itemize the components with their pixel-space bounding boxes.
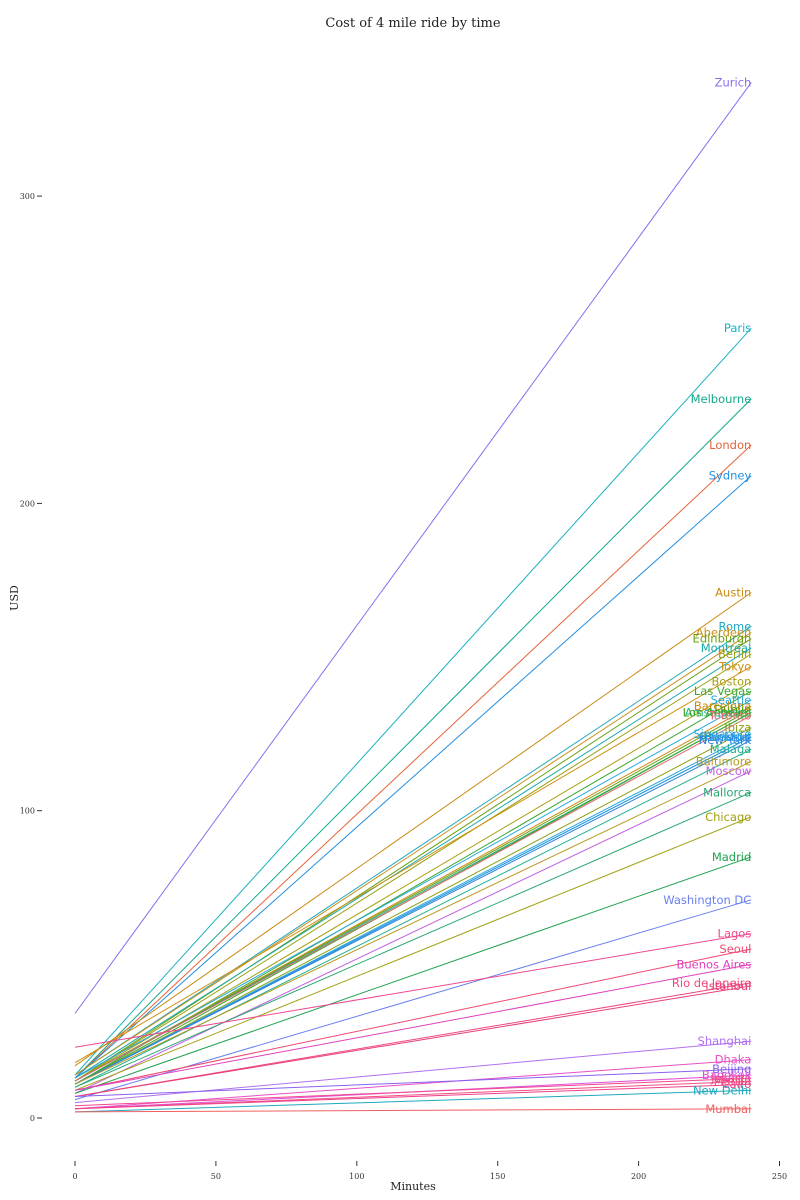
series-line-lagos bbox=[74, 933, 752, 1048]
series-label-shanghai: Shanghai bbox=[698, 1034, 752, 1048]
series-line-new-delhi bbox=[74, 1089, 752, 1113]
series-label-austin: Austin bbox=[715, 586, 751, 600]
series-label-new-delhi: New Delhi bbox=[693, 1083, 751, 1097]
series-line-melbourne bbox=[74, 398, 752, 1079]
series-line-rome bbox=[74, 625, 752, 1076]
series-label-zurich: Zurich bbox=[715, 75, 752, 89]
series-line-buenos-aires bbox=[74, 963, 752, 1091]
x-tick-label: 200 bbox=[631, 1172, 646, 1181]
series-label-seoul: Seoul bbox=[719, 942, 751, 956]
y-tick-label: 200 bbox=[20, 499, 35, 508]
series-label-edinburgh: Edinburgh bbox=[693, 632, 752, 646]
series-label-seattle: Seattle bbox=[711, 693, 752, 707]
x-tick-label: 250 bbox=[772, 1172, 787, 1181]
series-line-istanbul bbox=[74, 985, 752, 1097]
series-line-london bbox=[74, 444, 752, 1079]
x-tick-label: 150 bbox=[490, 1172, 505, 1181]
series-label-cairo: Cairo bbox=[722, 1077, 752, 1091]
series-label-madrid: Madrid bbox=[712, 850, 752, 864]
series-line-aberdeen bbox=[74, 632, 752, 1076]
series-label-aberdeen: Aberdeen bbox=[696, 625, 752, 639]
series-label-amsterdam: Amsterdam bbox=[685, 705, 752, 719]
series-label-jakarta: Jakarta bbox=[710, 1071, 751, 1085]
series-label-malaga: Malaga bbox=[710, 742, 752, 756]
y-tick-label: 300 bbox=[20, 192, 35, 201]
series-label-tokyo: Tokyo bbox=[718, 659, 751, 673]
series-label-singapore: Singapore bbox=[693, 727, 751, 741]
series-line-montreal bbox=[74, 647, 752, 1079]
series-label-rio-de-janeiro: Rio de Janeiro bbox=[672, 976, 751, 990]
series-label-istanbul: Istanbul bbox=[705, 979, 751, 993]
series-line-ibiza bbox=[74, 727, 752, 1085]
series-line-zurich bbox=[74, 82, 752, 1014]
series-label-rome: Rome bbox=[719, 619, 752, 633]
series-line-austin bbox=[74, 592, 752, 1067]
series-label-washington-dc: Washington DC bbox=[663, 893, 751, 907]
series-line-beijing bbox=[74, 1068, 752, 1097]
series-line-chicago bbox=[74, 816, 752, 1091]
series-label-las-vegas: Las Vegas bbox=[694, 684, 752, 698]
series-label-buenos-aires: Buenos Aires bbox=[676, 957, 751, 971]
series-label-los-angeles: Los Angeles bbox=[683, 705, 752, 719]
series-label-mallorca: Mallorca bbox=[703, 785, 751, 799]
series-label-lagos: Lagos bbox=[718, 927, 752, 941]
series-label-bangkok: Bangkok bbox=[702, 1068, 752, 1082]
y-axis: 0 100 200 300 bbox=[20, 192, 42, 1123]
y-tick-label: 0 bbox=[30, 1114, 35, 1123]
series-line-new-york bbox=[74, 739, 752, 1085]
series-line-jakarta bbox=[74, 1077, 752, 1107]
x-tick-label: 50 bbox=[211, 1172, 221, 1181]
series-line-madrid bbox=[74, 856, 752, 1094]
series-label-london: London bbox=[709, 438, 751, 452]
x-axis-label: Minutes bbox=[390, 1180, 436, 1193]
series-line-malaga bbox=[74, 748, 752, 1088]
x-tick-label: 100 bbox=[349, 1172, 364, 1181]
chart-title: Cost of 4 mile ride by time bbox=[325, 16, 500, 31]
y-tick-label: 100 bbox=[20, 807, 35, 816]
series-line-moscow bbox=[74, 770, 752, 1094]
series-line-tokyo bbox=[74, 665, 752, 1064]
series-label-beijing: Beijing bbox=[712, 1062, 751, 1076]
series-line-paris bbox=[74, 327, 752, 1076]
series-label-frankfurt: Frankfurt bbox=[699, 730, 752, 744]
series-labels: Zurich Paris Melbourne London Sydney Austin Ro… bbox=[663, 75, 752, 1115]
series-line-seattle bbox=[74, 699, 752, 1079]
x-axis: 0 50 100 150 200 250 bbox=[72, 1161, 787, 1181]
series-line-seoul bbox=[74, 948, 752, 1091]
series-label-baltimore: Baltimore bbox=[696, 755, 752, 769]
series-line-berlin bbox=[74, 653, 752, 1082]
series-line-mumbai bbox=[74, 1108, 752, 1113]
series-label-montreal: Montreal bbox=[701, 641, 752, 655]
series-label-melbourne: Melbourne bbox=[691, 392, 752, 406]
series-lines bbox=[74, 82, 752, 1113]
series-label-mumbai: Mumbai bbox=[705, 1102, 751, 1116]
series-line-manila bbox=[74, 1080, 752, 1110]
series-label-new-york: New York bbox=[699, 733, 752, 747]
series-label-chicago: Chicago bbox=[705, 810, 751, 824]
series-label-houston: Houston bbox=[704, 730, 752, 744]
series-line-toronto bbox=[74, 714, 752, 1082]
series-line-baltimore bbox=[74, 761, 752, 1085]
series-label-berlin: Berlin bbox=[718, 647, 751, 661]
series-label-ibiza: Ibiza bbox=[724, 721, 751, 735]
series-line-mallorca bbox=[74, 791, 752, 1088]
series-line-boston bbox=[74, 681, 752, 1082]
series-label-boston: Boston bbox=[712, 675, 752, 689]
series-label-paris: Paris bbox=[724, 321, 751, 335]
series-label-toronto: Toronto bbox=[708, 708, 751, 722]
x-tick-label: 0 bbox=[72, 1172, 77, 1181]
series-label-dublin: Dublin bbox=[714, 702, 751, 716]
series-label-barcelona: Barcelona bbox=[694, 699, 751, 713]
series-label-dhaka: Dhaka bbox=[715, 1053, 752, 1067]
series-line-edinburgh bbox=[74, 638, 752, 1082]
series-line-sydney bbox=[74, 475, 752, 1079]
series-label-sydney: Sydney bbox=[709, 469, 752, 483]
series-label-manila: Manila bbox=[714, 1074, 752, 1088]
series-line-rio-de-janeiro bbox=[74, 982, 752, 1097]
series-label-moscow: Moscow bbox=[706, 764, 752, 778]
y-axis-label: USD bbox=[8, 585, 21, 611]
series-line-cairo bbox=[74, 1083, 752, 1110]
